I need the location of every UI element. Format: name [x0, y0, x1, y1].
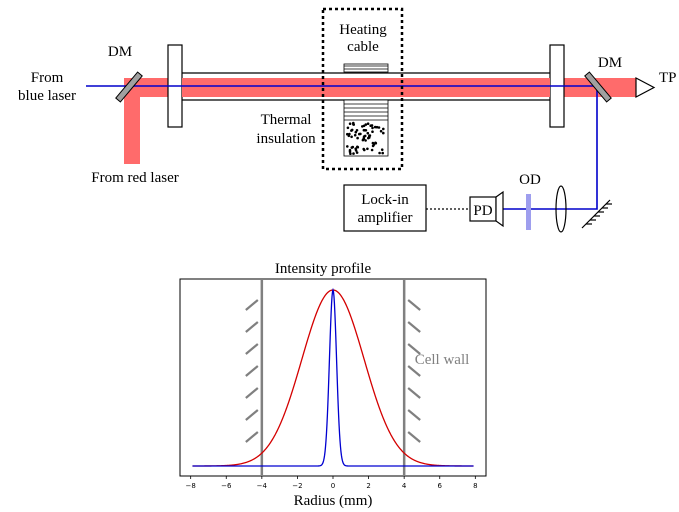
heating-cable — [343, 63, 389, 157]
hatch-mark — [245, 409, 259, 421]
od-label: OD — [519, 172, 541, 188]
x-axis-label: Radius (mm) — [294, 493, 373, 509]
dm-left-label: DM — [108, 44, 132, 60]
x-tick-label: −2 — [292, 482, 302, 490]
dm-right-label: DM — [598, 55, 622, 71]
lock-in-label-2: amplifier — [358, 210, 413, 226]
red-laser-input-beam — [124, 82, 140, 164]
tp-label: TP — [659, 70, 677, 86]
from-red-laser-label: From red laser — [91, 170, 178, 186]
x-tick-label: 0 — [331, 482, 335, 490]
hatch-mark — [407, 299, 421, 311]
blue-beam-profile-curve — [192, 287, 474, 467]
od-filter — [526, 194, 531, 230]
optical-setup-diagram: From blue laser DM DM TP Heating cable T… — [18, 7, 677, 233]
thermal-insulation-label: Thermal — [261, 112, 312, 128]
heating-enclosure — [321, 7, 404, 171]
photodiode-box — [469, 196, 497, 222]
lock-in-amplifier-box — [343, 184, 427, 232]
heating-cable-label: Heating — [339, 22, 387, 38]
mirror-icon — [581, 199, 612, 229]
hatch-mark — [407, 431, 421, 443]
hatch-mark — [245, 299, 259, 311]
from-blue-laser-label-2: blue laser — [18, 88, 76, 104]
heating-cable-label-2: cable — [347, 39, 379, 55]
thermal-insulation-material — [346, 121, 385, 155]
hatch-mark — [245, 321, 259, 333]
hatch-mark — [407, 321, 421, 333]
dichroic-mirror-right — [584, 71, 612, 103]
x-tick-label: −6 — [221, 482, 232, 490]
hatch-mark — [407, 365, 421, 377]
lens — [555, 185, 567, 233]
x-tick-label: 4 — [402, 482, 407, 490]
thermal-insulation-label-2: insulation — [256, 131, 316, 147]
pd-label: PD — [473, 203, 492, 219]
dichroic-mirror-left — [115, 71, 143, 103]
x-tick-label: 8 — [473, 482, 477, 490]
hatch-mark — [245, 343, 259, 355]
cell-wall-label: Cell wall — [415, 352, 470, 368]
hatch-mark — [245, 365, 259, 377]
hatch-mark — [407, 343, 421, 355]
chart-title: Intensity profile — [275, 261, 372, 277]
x-tick-label: 6 — [438, 482, 443, 490]
hatch-mark — [245, 387, 259, 399]
hatch-mark — [245, 431, 259, 443]
hatch-mark — [407, 387, 421, 399]
plot-frame — [179, 278, 487, 477]
tp-arrow-icon — [635, 77, 656, 98]
x-tick-label: −4 — [257, 482, 268, 490]
cell-wall-hatching — [245, 299, 421, 443]
x-tick-label: −8 — [186, 482, 196, 490]
x-axis-ticks: −8 −6 −4 −2 0 2 4 6 8 — [186, 476, 478, 490]
intensity-profile-chart: Intensity profile Cell wall −8 −6 −4 −2 0 2 4 6… — [179, 261, 487, 509]
photodiode-window — [495, 190, 504, 228]
lock-in-label: Lock-in — [361, 192, 409, 208]
from-blue-laser-label: From — [31, 70, 64, 86]
hatch-mark — [407, 409, 421, 421]
blue-beam-return — [503, 86, 598, 210]
x-tick-label: 2 — [366, 482, 370, 490]
